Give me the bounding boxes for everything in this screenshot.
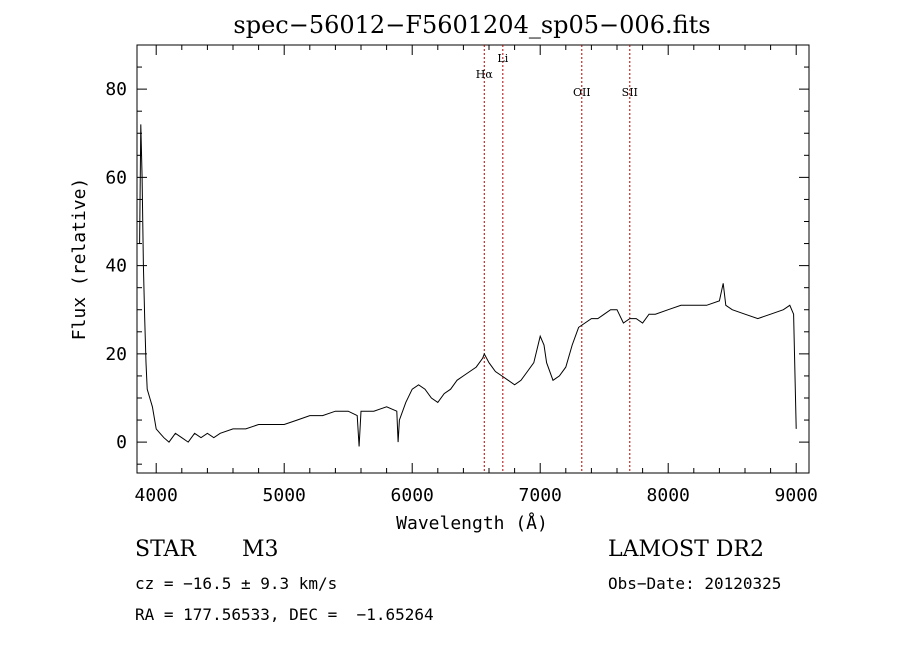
y-tick-label: 80 (105, 79, 127, 100)
x-tick-label: 5000 (263, 485, 306, 506)
x-tick-label: 4000 (135, 485, 178, 506)
y-tick-label: 0 (116, 432, 127, 453)
redshift-velocity: cz = −16.5 ± 9.3 km/s (135, 574, 338, 593)
y-axis-label: Flux (relative) (69, 178, 90, 341)
spectral-line-label: OII (573, 86, 591, 99)
survey-name: LAMOST DR2 (608, 537, 764, 562)
coordinates: RA = 177.56533, DEC = −1.65264 (135, 605, 434, 624)
observation-date: Obs−Date: 20120325 (608, 574, 782, 593)
axis-ticks: 4000 5000 6000 7000 8000 9000 0 20 40 60 80 (105, 45, 818, 506)
spectral-line-label: Hα (476, 68, 494, 81)
x-tick-label: 8000 (647, 485, 690, 506)
spectrum-line (139, 124, 797, 447)
x-tick-label: 6000 (391, 485, 434, 506)
x-tick-label: 9000 (775, 485, 818, 506)
x-axis-label: Wavelength (Å) (396, 512, 548, 534)
spectral-line-label: SII (622, 86, 638, 99)
y-tick-label: 60 (105, 167, 127, 188)
y-tick-label: 40 (105, 256, 127, 277)
object-subclass: M3 (242, 537, 279, 562)
chart-title: spec−56012−F5601204_sp05−006.fits (233, 11, 710, 39)
plot-frame (136, 44, 810, 474)
spectral-line-label: Li (497, 52, 508, 65)
y-tick-label: 20 (105, 344, 127, 365)
x-tick-label: 7000 (519, 485, 562, 506)
object-class: STAR (135, 537, 196, 562)
